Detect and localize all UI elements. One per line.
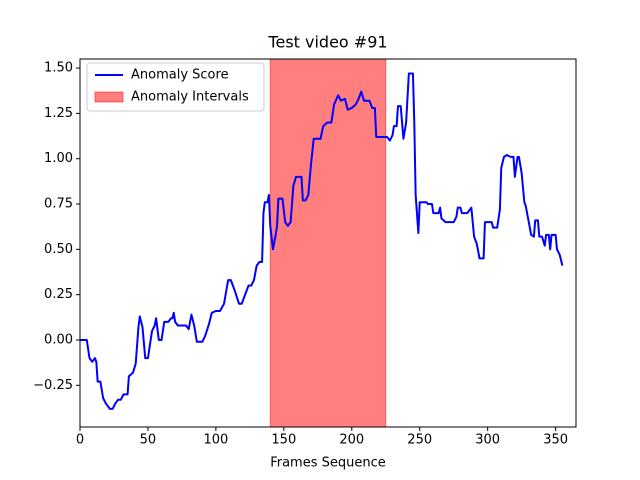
y-tick-label: 1.25	[44, 106, 73, 121]
x-tick-label: 200	[339, 433, 364, 448]
legend-label: Anomaly Score	[131, 68, 229, 83]
x-tick-label: 150	[271, 433, 296, 448]
legend-label: Anomaly Intervals	[131, 90, 249, 105]
y-tick-label: 1.00	[44, 151, 73, 166]
x-tick-label: 350	[543, 433, 568, 448]
y-tick-label: 0.00	[44, 332, 73, 347]
x-tick-label: 300	[475, 433, 500, 448]
y-tick-label: 0.25	[44, 287, 73, 302]
y-tick-label: 0.75	[44, 197, 73, 212]
x-tick-label: 250	[407, 433, 432, 448]
y-tick-label: 0.50	[44, 242, 73, 257]
legend-swatch	[94, 91, 124, 103]
y-tick-label: −0.25	[33, 378, 73, 393]
x-tick-label: 50	[140, 433, 157, 448]
legend-box	[86, 62, 265, 112]
chart-title: Test video #91	[267, 33, 387, 52]
x-axis-label: Frames Sequence	[270, 456, 386, 471]
plot-frame	[79, 58, 577, 428]
x-tick-label: 0	[76, 433, 84, 448]
score-line	[80, 72, 564, 410]
x-tick-label: 100	[203, 433, 228, 448]
y-tick-label: 1.50	[44, 61, 73, 76]
anomaly-interval	[269, 58, 387, 428]
